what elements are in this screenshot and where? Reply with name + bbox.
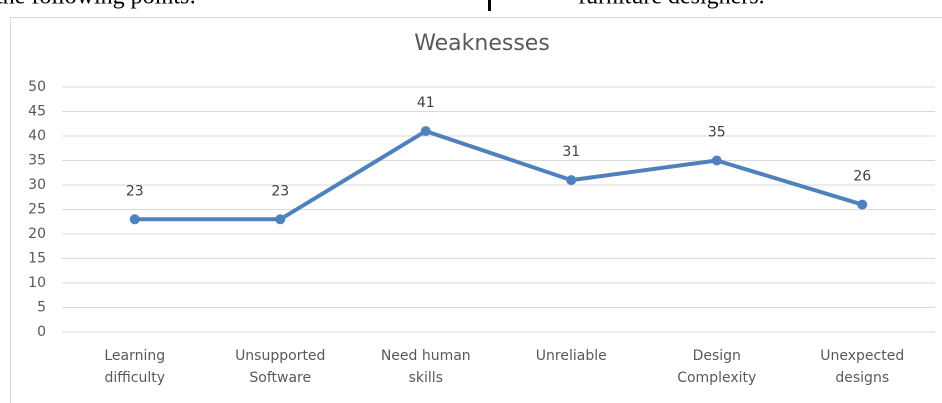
- y-tick-label: 40: [28, 128, 46, 144]
- point: [566, 175, 577, 186]
- y-tick-label: 25: [28, 202, 46, 218]
- point: [857, 199, 868, 210]
- y-tick-label: 5: [37, 300, 46, 316]
- data-label: 35: [708, 125, 726, 141]
- point: [420, 126, 431, 137]
- chart-border: [10, 17, 942, 403]
- document-text: furniture designers.: [578, 0, 765, 10]
- y-tick-label: 50: [28, 79, 46, 95]
- x-tick-label: Unreliable: [535, 348, 607, 364]
- x-tick-label: Need human skills: [380, 348, 471, 386]
- data-label: 26: [853, 169, 871, 185]
- line: [134, 129, 863, 222]
- document-text: the following points:: [0, 0, 196, 10]
- x-tick-label: Unexpected designs: [820, 348, 905, 386]
- x-tick-label: Design Complexity: [677, 348, 757, 386]
- point: [711, 155, 722, 166]
- data-label: 23: [126, 183, 144, 199]
- y-tick-label: 0: [37, 324, 46, 340]
- y-tick-label: 45: [28, 104, 46, 120]
- data-label: 41: [417, 95, 435, 111]
- x-tick-label: Unsupported Software: [235, 348, 326, 386]
- point: [275, 214, 286, 225]
- y-tick-label: 20: [28, 226, 46, 242]
- data-label: 31: [562, 144, 580, 160]
- y-tick-label: 30: [28, 177, 46, 193]
- y-tick-label: 10: [28, 275, 46, 291]
- y-tick-label: 35: [28, 153, 46, 169]
- x-tick-label: Learning difficulty: [104, 348, 166, 386]
- point: [129, 214, 140, 225]
- y-tick-label: 15: [28, 251, 46, 267]
- chart-title: Weaknesses: [414, 31, 550, 56]
- text-cursor: [488, 0, 491, 11]
- data-label: 23: [271, 183, 289, 199]
